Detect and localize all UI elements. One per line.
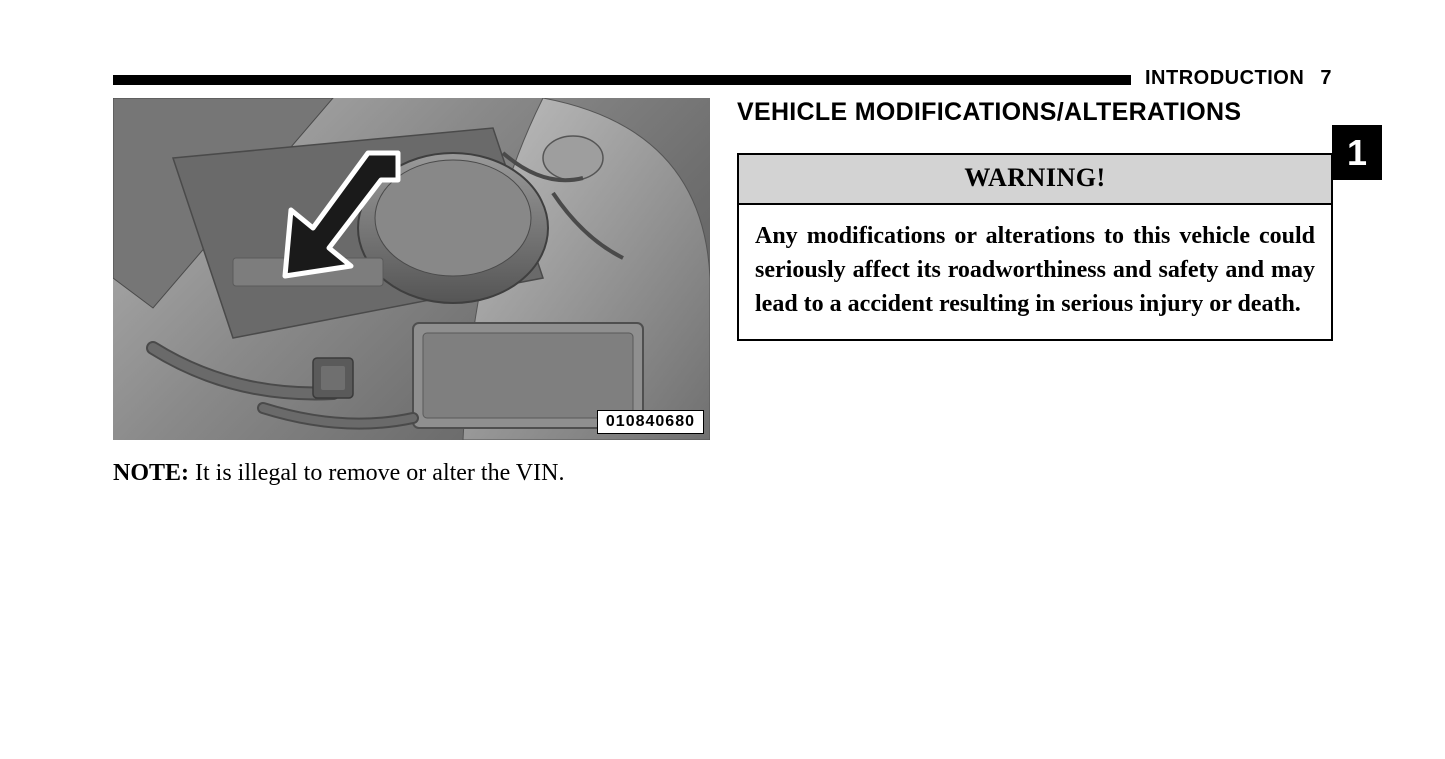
section-heading: VEHICLE MODIFICATIONS/ALTERATIONS: [737, 98, 1333, 127]
left-column: 010840680 NOTE: It is illegal to remove …: [113, 98, 713, 487]
note-text: It is illegal to remove or alter the VIN…: [195, 460, 564, 486]
warning-body: Any modifications or alterations to this…: [739, 205, 1331, 339]
right-column: VEHICLE MODIFICATIONS/ALTERATIONS WARNIN…: [737, 98, 1333, 341]
manual-page: INTRODUCTION 7 1: [0, 0, 1445, 759]
running-header: INTRODUCTION 7: [1131, 67, 1332, 90]
note-line: NOTE: It is illegal to remove or alter t…: [113, 460, 713, 487]
page-number: 7: [1320, 67, 1332, 89]
engine-bay-illustration: [113, 98, 710, 440]
vin-location-figure: 010840680: [113, 98, 710, 440]
figure-id-label: 010840680: [597, 410, 704, 434]
section-label: INTRODUCTION: [1145, 67, 1304, 89]
warning-title: WARNING!: [739, 155, 1331, 205]
section-tab: 1: [1332, 125, 1382, 180]
note-label: NOTE:: [113, 460, 189, 486]
warning-box: WARNING! Any modifications or alteration…: [737, 153, 1333, 341]
section-tab-number: 1: [1347, 132, 1367, 174]
